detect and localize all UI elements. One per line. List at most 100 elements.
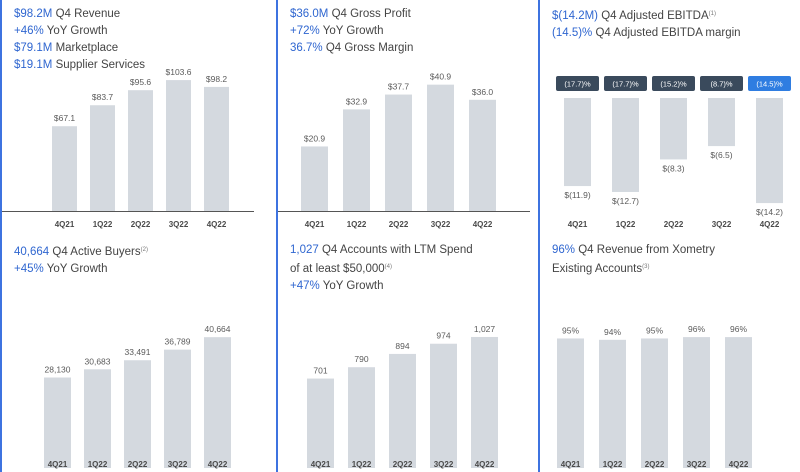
header-line: 36.7% Q4 Gross Margin: [290, 40, 534, 57]
header-line: $(14.2M) Q4 Adjusted EBITDA(1): [552, 6, 796, 25]
active-buyers-chart: 28,130 4Q21 30,683 1Q22 33,491 2Q22 36,789 3Q22…: [44, 324, 231, 469]
header-text: YoY Growth: [46, 263, 108, 275]
data-label: 94%: [604, 327, 621, 337]
tick-label: 3Q22: [168, 460, 188, 469]
ebitda-chart: $(11.9) 4Q21 (17.7)% $(12.7) 1Q22 (17.7)% $(8.…: [556, 76, 791, 229]
data-label: $(14.2): [756, 207, 783, 217]
panel-header: $(14.2M) Q4 Adjusted EBITDA(1) (14.5)% Q4…: [552, 6, 796, 42]
tick-label: 4Q21: [311, 460, 331, 469]
header-line: $98.2M Q4 Revenue: [14, 6, 258, 23]
tick-label: 2Q22: [131, 220, 151, 229]
bar: [128, 90, 153, 211]
header-text: YoY Growth: [46, 25, 108, 37]
header-line: +47% YoY Growth: [290, 278, 534, 295]
data-label: 974: [436, 331, 450, 341]
tick-label: 1Q22: [347, 220, 367, 229]
ltm-accounts-panel: 1,027 Q4 Accounts with LTM Spend of at le…: [276, 236, 538, 472]
panel-accent-line: [276, 0, 278, 236]
bar: [307, 378, 334, 468]
tick-label: 1Q22: [616, 220, 636, 229]
header-line: +45% YoY Growth: [14, 261, 258, 278]
footnote-marker: (1): [708, 11, 716, 17]
margin-label: (17.7)%: [564, 80, 591, 89]
margin-label: (8.7)%: [710, 80, 732, 89]
margin-label: (15.2)%: [660, 80, 687, 89]
bar: [599, 339, 626, 468]
header-highlight: 1,027: [290, 244, 319, 256]
bar: [166, 80, 191, 211]
bar: [564, 98, 591, 187]
bar: [301, 146, 328, 211]
bar: [52, 126, 77, 211]
panel-accent-line: [0, 0, 2, 236]
data-label: $36.0: [472, 87, 494, 97]
header-text: YoY Growth: [322, 25, 384, 37]
margin-label: (17.7)%: [612, 80, 639, 89]
bar: [725, 337, 752, 468]
header-line: $36.0M Q4 Gross Profit: [290, 6, 534, 23]
tick-label: 1Q22: [352, 460, 372, 469]
tick-label: 4Q22: [760, 220, 780, 229]
header-highlight: 36.7%: [290, 42, 323, 54]
panel-accent-line: [538, 0, 540, 236]
bar: [84, 369, 111, 468]
header-line: 96% Q4 Revenue from Xometry: [552, 242, 796, 259]
header-highlight: +46%: [14, 25, 44, 37]
header-line: 1,027 Q4 Accounts with LTM Spend: [290, 242, 534, 259]
header-highlight: 40,664: [14, 246, 50, 258]
data-label: $(12.7): [612, 196, 639, 206]
header-text: YoY Growth: [322, 280, 384, 292]
bar: [124, 360, 151, 468]
bar: [348, 367, 375, 468]
tick-label: 2Q22: [128, 460, 148, 469]
tick-label: 1Q22: [603, 460, 623, 469]
data-label: $95.6: [130, 77, 152, 87]
header-line: 40,664 Q4 Active Buyers(2): [14, 242, 258, 261]
header-text: Q4 Revenue: [55, 8, 121, 20]
header-highlight: +47%: [290, 280, 320, 292]
bar: [471, 336, 498, 468]
data-label: $(11.9): [564, 190, 590, 200]
bar: [641, 338, 668, 468]
data-label: $(6.5): [710, 150, 732, 160]
data-label: 701: [313, 366, 327, 376]
header-line: (14.5)% Q4 Adjusted EBITDA margin: [552, 25, 796, 42]
tick-label: 4Q22: [729, 460, 749, 469]
header-line: $19.1M Supplier Services: [14, 57, 258, 74]
header-highlight: 96%: [552, 244, 576, 256]
header-text: Marketplace: [55, 42, 119, 54]
tick-label: 3Q22: [431, 220, 451, 229]
footnote-marker: (4): [384, 264, 392, 270]
margin-badge: [700, 76, 743, 91]
bar: [469, 99, 496, 211]
header-text: Q4 Adjusted EBITDA: [601, 10, 709, 22]
bar: [44, 377, 71, 468]
data-label: 790: [354, 354, 368, 364]
footnote-marker: (3): [642, 264, 650, 270]
header-highlight: (14.5)%: [552, 27, 593, 39]
tick-label: 4Q22: [208, 460, 228, 469]
header-text: Q4 Gross Profit: [331, 8, 411, 20]
header-highlight: $36.0M: [290, 8, 329, 20]
tick-label: 1Q22: [93, 220, 113, 229]
chart-baseline: [278, 211, 530, 212]
chart-baseline: [2, 211, 254, 212]
gross-profit-chart: $20.9 4Q21 $32.9 1Q22 $37.7 2Q22 $40.9 3Q22 $36.…: [301, 72, 496, 229]
data-label: $40.9: [430, 72, 452, 82]
bar: [389, 353, 416, 468]
header-line: +72% YoY Growth: [290, 23, 534, 40]
header-text: of at least $50,000: [290, 263, 385, 275]
bar: [756, 98, 783, 204]
revenue-panel: $98.2M Q4 Revenue +46% YoY Growth $79.1M M…: [0, 0, 262, 236]
bar: [427, 84, 454, 211]
margin-badge: [604, 76, 647, 91]
header-highlight: $19.1M: [14, 59, 53, 71]
tick-label: 4Q22: [207, 220, 227, 229]
data-label: $(8.3): [662, 163, 684, 173]
header-text: Existing Accounts: [552, 263, 643, 275]
bar: [612, 98, 639, 192]
panel-accent-line: [276, 236, 278, 472]
panel-header: 1,027 Q4 Accounts with LTM Spend of at le…: [290, 242, 534, 295]
data-label: 30,683: [85, 356, 111, 366]
bar: [204, 337, 231, 468]
